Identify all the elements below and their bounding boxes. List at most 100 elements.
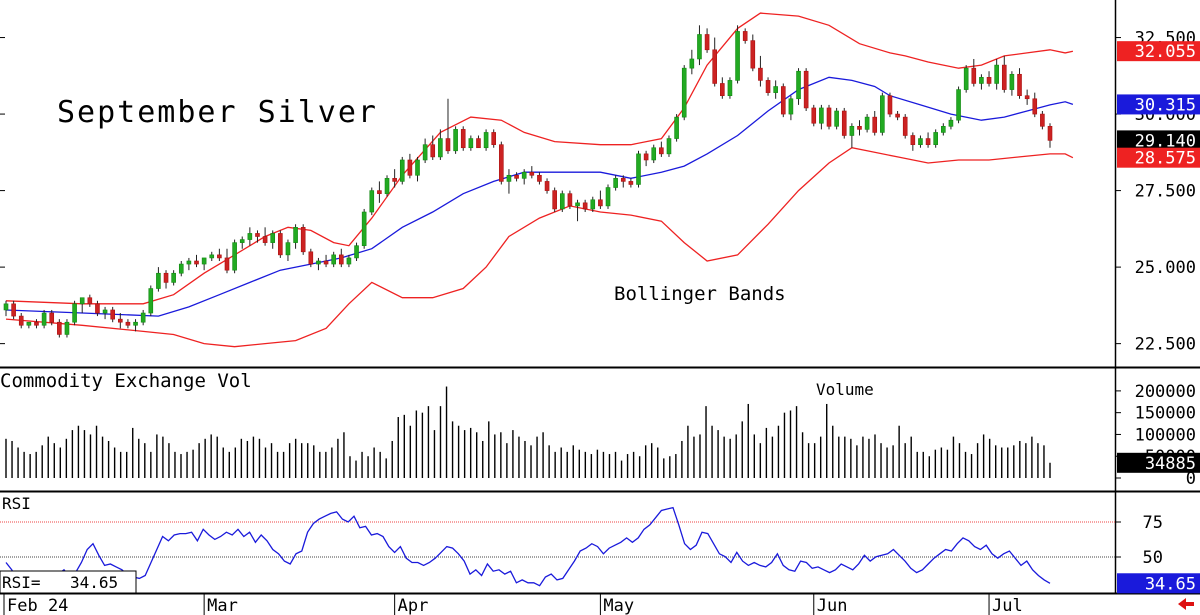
- candle: [171, 270, 176, 286]
- candle-body-down: [720, 83, 725, 97]
- candle-body-down: [780, 86, 786, 115]
- candle-body-up: [399, 159, 405, 182]
- candle-body-down: [49, 312, 55, 323]
- candle-body-down: [1017, 73, 1022, 97]
- candle: [758, 55, 763, 87]
- candle: [819, 104, 824, 130]
- candle: [285, 239, 291, 261]
- candle: [620, 175, 626, 188]
- candle: [796, 68, 801, 105]
- candle-body-down: [18, 315, 24, 326]
- candle-body-up: [26, 321, 32, 326]
- candle: [803, 68, 809, 112]
- candle: [186, 257, 192, 271]
- candle-body-up: [1009, 73, 1015, 90]
- candle: [765, 77, 771, 96]
- rsi-tick-label: 75: [1143, 513, 1163, 533]
- candle-body-up: [674, 116, 679, 139]
- candle: [331, 251, 336, 268]
- candle-body-down: [224, 257, 230, 271]
- candle-body-down: [300, 227, 306, 253]
- candle-body-up: [331, 254, 336, 265]
- candle: [1001, 55, 1007, 93]
- candle-body-down: [582, 202, 588, 210]
- volume-tick-label: 100000: [1135, 425, 1196, 445]
- candle-body-down: [803, 70, 809, 109]
- scroll-left-icon[interactable]: [1178, 598, 1194, 610]
- candle-body-down: [95, 303, 100, 314]
- candle-body-down: [514, 174, 519, 179]
- rsi-panel-label: RSI: [2, 494, 31, 513]
- price-tag: 28.575: [1117, 147, 1200, 169]
- candle-body-up: [681, 67, 687, 118]
- candle: [521, 169, 527, 185]
- candle: [636, 150, 641, 188]
- candle: [689, 49, 695, 75]
- candle: [857, 120, 862, 136]
- candle-body-up: [171, 272, 176, 283]
- candle: [140, 309, 146, 326]
- candle-body-up: [422, 144, 428, 161]
- price-tag-box: [1117, 147, 1200, 168]
- candle-body-up: [232, 242, 237, 271]
- price-tag-label: 32.055: [1135, 42, 1196, 62]
- candle-body-up: [209, 254, 215, 259]
- price-tag: 32.055: [1117, 41, 1200, 62]
- candle: [834, 107, 839, 130]
- candle-body-down: [750, 40, 756, 69]
- candle-body-down: [537, 174, 542, 182]
- volume-axis-ticks: 20000015000010000050000034885: [1115, 382, 1200, 489]
- candle-body-down: [811, 107, 817, 124]
- candle-body-up: [849, 126, 855, 136]
- candle: [559, 190, 565, 213]
- candle-body-up: [133, 321, 138, 326]
- candle-body-down: [758, 67, 763, 81]
- candle-body-down: [925, 138, 931, 145]
- candle-body-up: [575, 202, 580, 207]
- price-tick-label: 27.500: [1135, 182, 1196, 202]
- volume-last-tag: 34885: [1117, 452, 1200, 474]
- candle: [902, 114, 908, 139]
- candle-body-down: [841, 110, 847, 136]
- candle: [384, 175, 390, 197]
- candle-body-up: [979, 77, 984, 84]
- month-label: Feb 24: [7, 596, 68, 615]
- candle-body-down: [377, 190, 382, 194]
- candle-body-up: [651, 147, 657, 161]
- candle: [361, 208, 367, 249]
- candle: [872, 111, 878, 136]
- month-label: May: [603, 596, 634, 615]
- candle-body-up: [819, 107, 824, 124]
- candle-body-down: [628, 181, 634, 185]
- candle-body-up: [369, 190, 375, 213]
- candle-body-down: [598, 199, 603, 207]
- candle: [377, 181, 382, 203]
- candle-body-down: [445, 138, 451, 152]
- price-tag-label: 28.575: [1135, 149, 1196, 169]
- candle-body-down: [971, 67, 977, 84]
- candle-body-down: [567, 193, 573, 207]
- candle: [864, 114, 870, 133]
- candle-body-up: [613, 178, 618, 188]
- candle: [666, 135, 672, 157]
- candle: [750, 34, 756, 72]
- candle: [399, 156, 405, 185]
- candle: [224, 248, 230, 274]
- volume-last-tag-label: 34885: [1145, 454, 1196, 474]
- candle: [87, 294, 93, 307]
- price-tick-label: 22.500: [1135, 335, 1196, 355]
- candle-body-down: [110, 309, 115, 320]
- candle: [1009, 71, 1015, 96]
- candle: [567, 190, 573, 209]
- candle-body-up: [415, 159, 420, 176]
- candle-body-up: [788, 98, 794, 115]
- candle-body-up: [41, 312, 47, 326]
- candle: [1032, 92, 1038, 118]
- candle: [552, 187, 557, 213]
- candle: [232, 239, 237, 274]
- candle: [826, 104, 832, 130]
- candle: [316, 257, 321, 271]
- candle: [582, 199, 588, 213]
- candle: [780, 83, 786, 118]
